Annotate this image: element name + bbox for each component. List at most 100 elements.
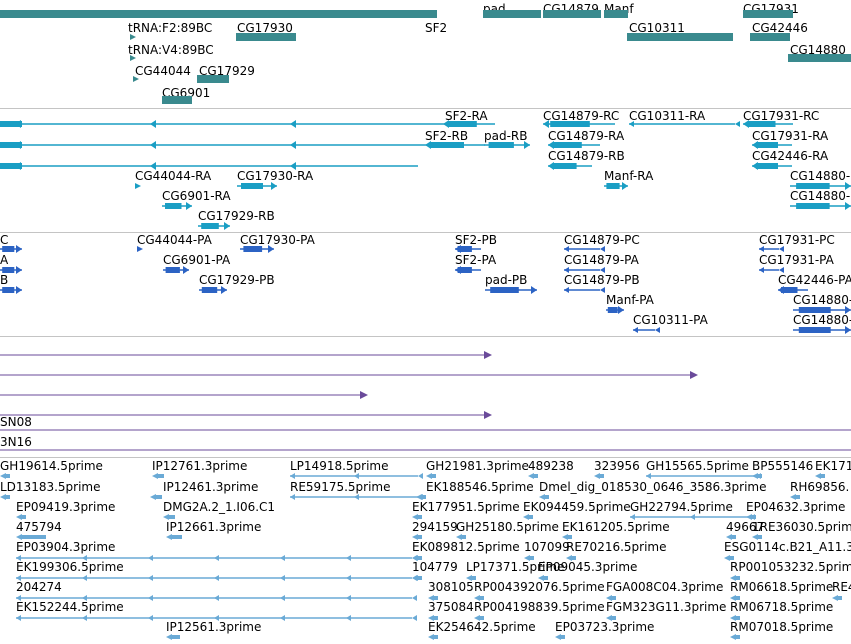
feature-label: CG17929-PB [199,273,275,287]
feature-label: EP09045.3prime [538,560,638,574]
feature-label: RE59175.5prime [290,480,391,494]
feature-label: EK199306.5prime [16,560,124,574]
feature-label: EK152244.5prime [16,600,124,614]
feature-label: 308105 [428,580,474,594]
feature-label: CG14879-RA [548,129,625,143]
feature-label: 475794 [16,520,62,534]
feature-label: Dmel_dig_018530_0646_3586.3prime [539,480,767,494]
feature-label: CG14879-PA [564,253,639,267]
feature-label: RE4 [832,580,851,594]
feature-label: 489238 [528,459,574,473]
feature-label: 104779 [412,560,458,574]
feature-label: EP03904.3prime [16,540,116,554]
feature-label: 375084 [428,600,474,614]
feature-label: SF2-PB [455,233,497,247]
feature-label: CG17931-RA [752,129,829,143]
feature-label: RE70216.5prime [566,540,667,554]
feature-label: C [0,233,9,247]
feature-label: CG14880- [790,169,851,183]
feature-label: GH25180.5prime [456,520,559,534]
feature-label: CG14880- [793,313,851,327]
feature-label: EK254642.5prime [428,620,536,634]
feature-label: CG42446 [752,21,808,35]
feature-label: FGM323G11.3prime [606,600,727,614]
feature-label: DMG2A.2_1.I06.C1 [163,500,276,514]
feature-label: tRNA:V4:89BC [128,43,214,57]
feature-label: 204274 [16,580,62,594]
feature-label: CG44044 [135,64,191,78]
feature-label: IP12561.3prime [166,620,262,634]
feature-label: CG17931-PC [759,233,835,247]
feature-label: SF2-PA [455,253,497,267]
feature-label: CG42446-PA [778,273,851,287]
feature-label: CG44044-PA [137,233,212,247]
feature-label: A [0,253,9,267]
feature-label: RP004392076.5prime [474,580,605,594]
feature-label: CG17930-RA [237,169,314,183]
feature-label: B [0,273,9,287]
feature-label: GH21981.3prime [426,459,529,473]
feature-label: 49667 [726,520,765,534]
feature-label: GH22794.5prime [630,500,733,514]
feature-label: EP04632.3prime [746,500,846,514]
feature-label: CG17930-PA [240,233,315,247]
feature-label: IP12661.3prime [166,520,262,534]
track-separator [0,336,851,337]
feature-label: LP17371.5prime [466,560,565,574]
track-separator [0,457,851,458]
feature-label: CG6901-RA [162,189,231,203]
feature-label: CG17929-RB [198,209,275,223]
feature-label: FGA008C04.3prime [606,580,724,594]
feature-label: EK089812.5prime [412,540,520,554]
feature-label: CG14879-PC [564,233,640,247]
feature-label: EP09419.3prime [16,500,116,514]
feature-label: GH15565.5prime [646,459,749,473]
feature-label: pad-RB [484,129,528,143]
feature-label: RM06618.5prime [730,580,834,594]
feature-label: CG44044-RA [135,169,212,183]
feature-label: EK094459.5prime [523,500,631,514]
feature-label: GH19614.5prime [0,459,103,473]
feature-label: EK177951.5prime [412,500,520,514]
feature-label: CG14880- [790,189,851,203]
feature-label: CG14879-RB [548,149,625,163]
feature-label: RP001053232.5prime [730,560,851,574]
feature-label: tRNA:F2:89BC [128,21,213,35]
feature-label: IP12461.3prime [163,480,259,494]
feature-label: Manf-RA [604,169,654,183]
track-separator [0,108,851,109]
feature-label: CG17929 [199,64,255,78]
feature-label: EK161205.5prime [562,520,670,534]
feature-label: RP004198839.5prime [474,600,605,614]
feature-label: CG17930 [237,21,293,35]
feature-label: pad-PB [485,273,528,287]
feature-label: LP14918.5prime [290,459,389,473]
feature-label: 3N16 [0,435,32,449]
feature-label: RM06718.5prime [730,600,834,614]
feature-label: 323956 [594,459,640,473]
feature-label: 294159 [412,520,458,534]
feature-label: SF2 [425,21,448,35]
feature-label: LD13183.5prime [0,480,101,494]
feature-label: CG14880- [793,293,851,307]
feature-label: EK171 [815,459,851,473]
feature-label: BP555146 [752,459,814,473]
feature-label: ESG0114c.B21_A11.3 [724,540,851,554]
feature-label: CG6901-PA [163,253,231,267]
feature-label: IP12761.3prime [152,459,248,473]
feature-label: 1RE36030.5prime [752,520,851,534]
feature-label: CG17931-PA [759,253,834,267]
feature-label: EK188546.5prime [426,480,534,494]
track-separator [0,232,851,233]
feature-label: CG10311-RA [629,109,706,123]
feature-label: SN08 [0,415,32,429]
feature-label: SF2-RB [425,129,469,143]
feature-label: CG14880 [790,43,846,57]
feature-label: CG14879-PB [564,273,640,287]
feature-label: CG10311 [629,21,685,35]
feature-label: 107099 [524,540,570,554]
feature-label: CG14879-RC [543,109,620,123]
feature-label: RM07018.5prime [730,620,834,634]
